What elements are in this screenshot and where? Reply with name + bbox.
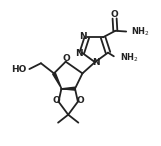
Polygon shape <box>61 87 75 90</box>
Text: O: O <box>52 96 60 105</box>
Text: O: O <box>77 96 84 105</box>
Text: N: N <box>92 58 99 67</box>
Text: N: N <box>75 49 83 58</box>
Text: NH$_2$: NH$_2$ <box>120 52 139 64</box>
Text: O: O <box>111 10 118 19</box>
Text: O: O <box>62 54 70 63</box>
Text: N: N <box>80 32 87 41</box>
Text: NH$_2$: NH$_2$ <box>131 25 150 38</box>
Polygon shape <box>53 73 62 89</box>
Text: HO: HO <box>11 65 26 74</box>
